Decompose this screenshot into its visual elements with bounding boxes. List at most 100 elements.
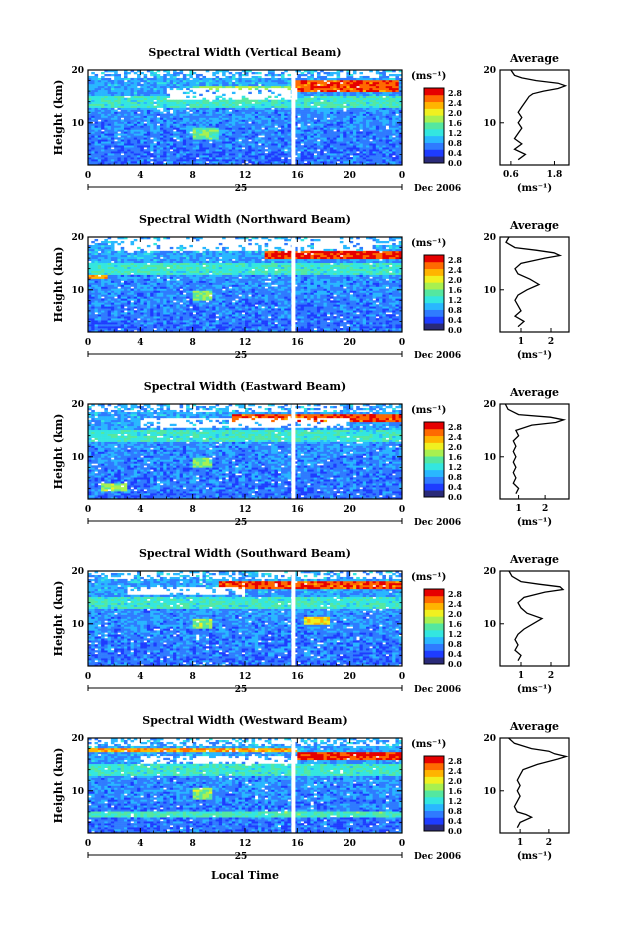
heatmap-cell	[313, 113, 318, 116]
heatmap-cell	[251, 157, 256, 160]
heatmap-cell	[326, 133, 331, 136]
heatmap-cell	[267, 145, 272, 148]
heatmap-cell	[313, 318, 318, 321]
heatmap-cell	[199, 137, 203, 140]
heatmap-cell	[238, 105, 243, 108]
heatmap-cell	[248, 326, 252, 329]
heatmap-cell	[313, 77, 318, 81]
heatmap-cell	[212, 324, 216, 327]
heatmap-cell	[307, 75, 311, 79]
heatmap-cell	[303, 87, 308, 91]
heatmap-cell	[195, 129, 200, 132]
heatmap-cell	[238, 318, 243, 321]
heatmap-cell	[245, 121, 249, 124]
heatmap-cell	[238, 129, 243, 132]
heatmap-cell	[166, 93, 171, 97]
heatmap-cell	[271, 109, 275, 112]
heatmap-cell	[326, 121, 331, 124]
heatmap-cell	[375, 153, 380, 156]
heatmap-cell	[218, 117, 223, 120]
heatmap-cell	[104, 159, 108, 162]
heatmap-cell	[143, 139, 148, 142]
heatmap-cell	[107, 143, 112, 146]
heatmap-cell	[382, 163, 386, 166]
heatmap-cell	[274, 141, 279, 144]
heatmap-cell	[339, 87, 344, 91]
heatmap-cell	[209, 131, 213, 134]
heatmap-cell	[163, 143, 167, 146]
heatmap-cell	[297, 73, 301, 77]
heatmap-cell	[294, 79, 298, 83]
heatmap-cell	[137, 326, 141, 329]
heatmap-cell	[313, 151, 318, 154]
heatmap-cell	[297, 111, 301, 114]
heatmap-cell	[192, 149, 197, 152]
heatmap-cell	[339, 143, 344, 146]
heatmap-cell	[179, 127, 184, 130]
heatmap-cell	[385, 147, 390, 150]
heatmap-cell	[388, 115, 393, 118]
heatmap-cell	[133, 91, 138, 95]
heatmap-cell	[264, 83, 269, 87]
heatmap-cell	[280, 121, 285, 124]
colorbar-segment	[424, 142, 444, 150]
heatmap-cell	[88, 143, 92, 146]
heatmap-cell	[261, 83, 265, 87]
heatmap-cell	[333, 91, 337, 95]
heatmap-cell	[215, 129, 220, 132]
heatmap-cell	[222, 330, 226, 333]
heatmap-cell	[186, 123, 190, 126]
heatmap-cell	[366, 139, 370, 142]
heatmap-cell	[245, 73, 249, 77]
heatmap-cell	[163, 119, 167, 122]
heatmap-cell	[107, 91, 112, 95]
heatmap-cell	[326, 93, 331, 97]
heatmap-cell	[267, 159, 272, 162]
heatmap-cell	[215, 143, 220, 146]
heatmap-cell	[146, 324, 151, 327]
heatmap-cell	[176, 85, 180, 89]
heatmap-cell	[241, 326, 246, 329]
heatmap-cell	[297, 99, 301, 102]
heatmap-cell	[277, 149, 282, 152]
heatmap-cell	[231, 75, 236, 79]
heatmap-cell	[372, 322, 377, 325]
heatmap-cell	[287, 113, 292, 116]
heatmap-cell	[320, 101, 324, 104]
heatmap-cell	[330, 115, 334, 118]
heatmap-cell	[398, 157, 403, 160]
heatmap-cell	[94, 314, 99, 317]
heatmap-cell	[320, 89, 324, 93]
heatmap-cell	[284, 99, 288, 102]
heatmap-cell	[294, 163, 298, 166]
heatmap-cell	[156, 318, 161, 321]
heatmap-cell	[166, 151, 171, 154]
heatmap-cell	[277, 143, 282, 146]
heatmap-cell	[287, 147, 292, 150]
heatmap-cell	[254, 135, 259, 138]
heatmap-cell	[258, 107, 262, 110]
heatmap-cell	[267, 318, 272, 321]
heatmap-cell	[166, 324, 171, 327]
heatmap-cell	[195, 133, 200, 136]
heatmap-cell	[153, 91, 157, 95]
heatmap-cell	[107, 133, 112, 136]
heatmap-cell	[267, 121, 272, 124]
heatmap-cell	[287, 79, 292, 83]
heatmap-cell	[280, 79, 285, 83]
heatmap-cell	[300, 73, 305, 77]
heatmap-cell	[110, 155, 115, 158]
heatmap-cell	[117, 143, 122, 146]
heatmap-cell	[241, 143, 246, 146]
heatmap-cell	[91, 127, 95, 130]
heatmap-cell	[385, 115, 390, 118]
heatmap-cell	[339, 70, 344, 73]
heatmap-cell	[101, 157, 105, 160]
heatmap-cell	[140, 121, 144, 124]
heatmap-cell	[166, 157, 171, 160]
heatmap-cell	[254, 109, 259, 112]
heatmap-cell	[120, 99, 125, 102]
heatmap-cell	[277, 147, 282, 150]
heatmap-cell	[225, 324, 229, 327]
heatmap-cell	[303, 143, 308, 146]
